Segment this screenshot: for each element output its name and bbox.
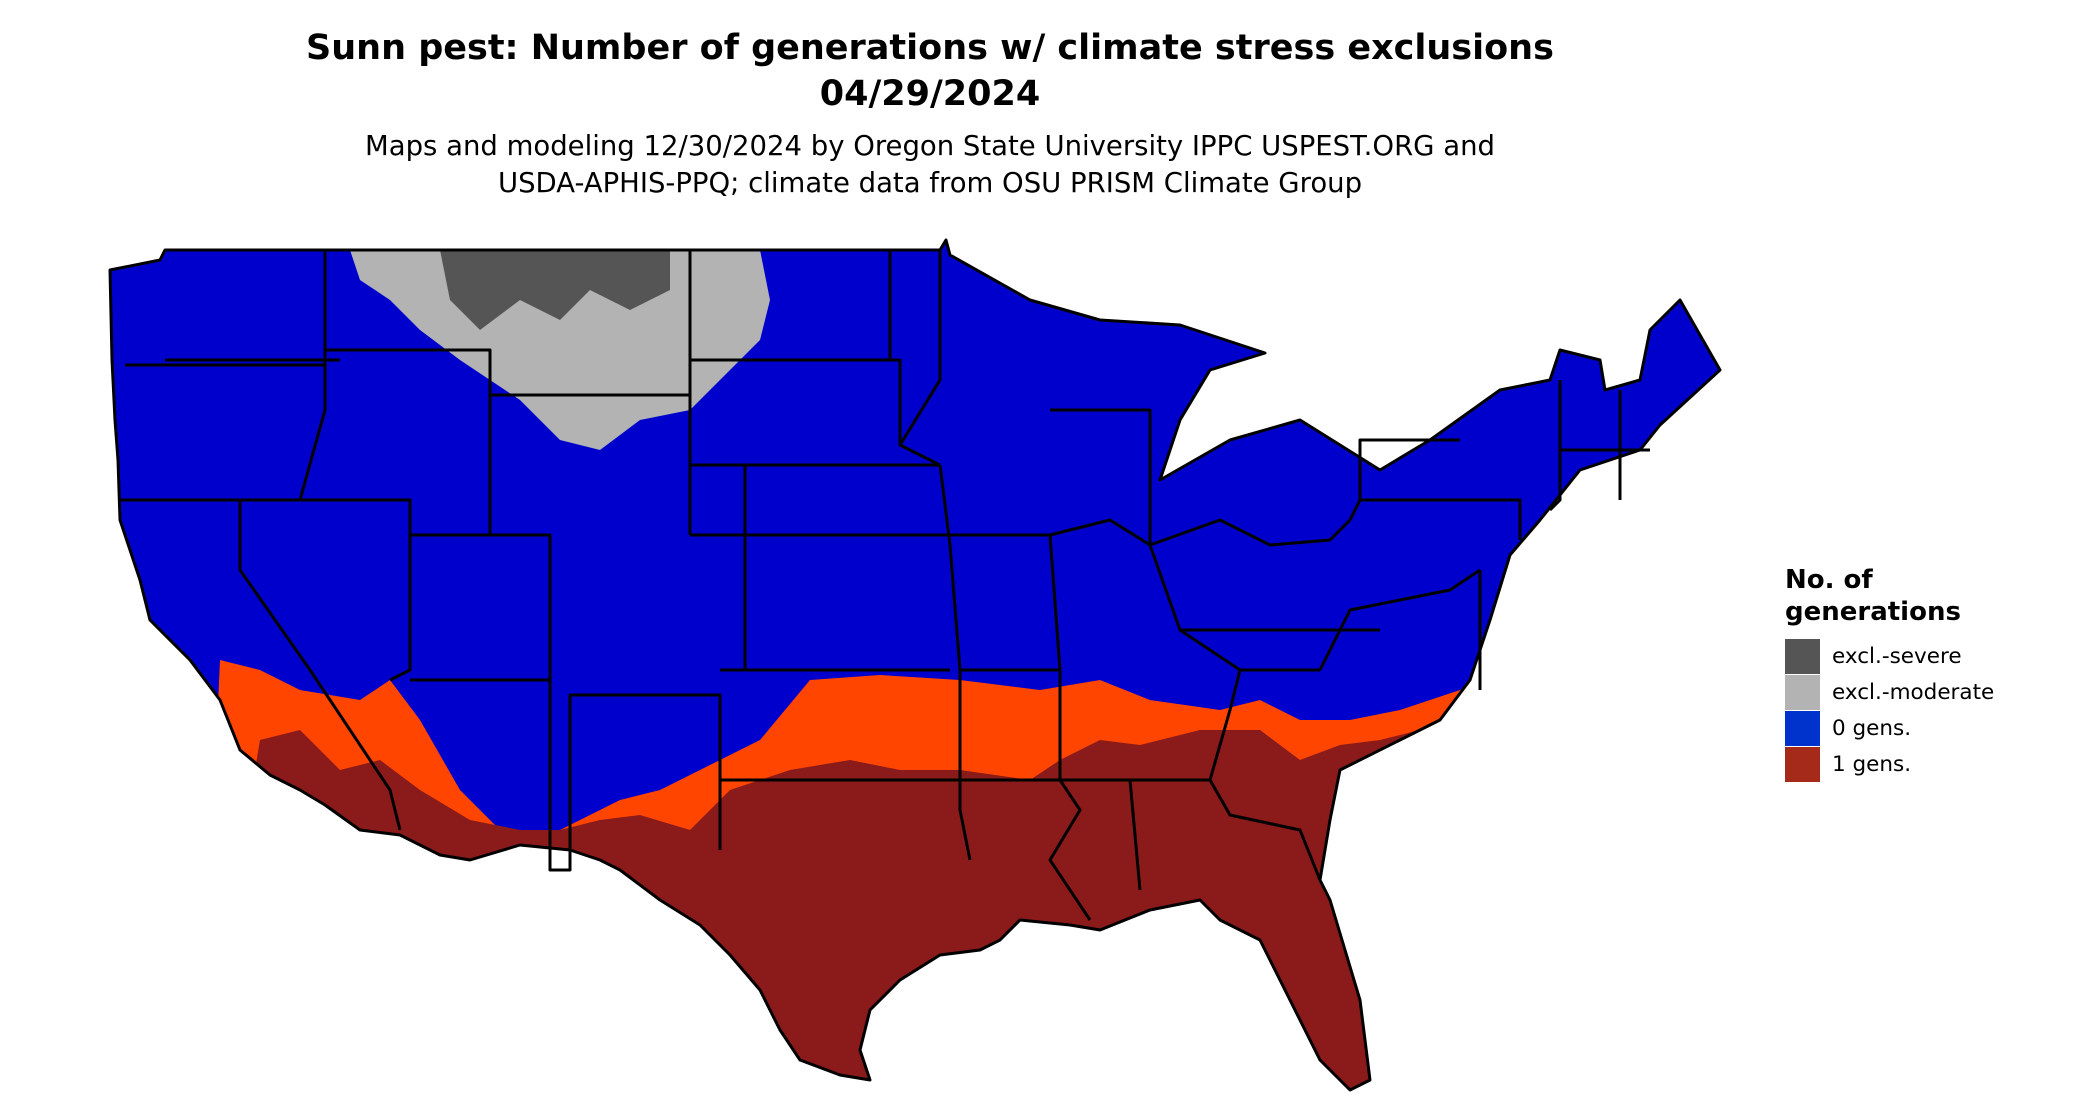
map-title: Sunn pest: Number of generations w/ clim… xyxy=(306,28,1554,68)
legend-item-0-gens: 0 gens. xyxy=(1785,710,2085,746)
legend-swatch-excl-moderate xyxy=(1785,674,1820,710)
legend-label-excl-severe: excl.-severe xyxy=(1832,643,1962,669)
one-gen-zone xyxy=(200,715,1500,1090)
legend-item-1-gens: 1 gens. xyxy=(1785,746,2085,782)
map-date: 04/29/2024 xyxy=(819,74,1041,114)
state-borders xyxy=(108,238,1722,1092)
legend-swatch-excl-severe xyxy=(1785,638,1820,674)
legend-title-line-1: No. of xyxy=(1785,565,1873,595)
credits-line-1: Maps and modeling 12/30/2024 by Oregon S… xyxy=(365,130,1495,162)
excl-severe-zone xyxy=(440,250,670,330)
credits-line-2: USDA-APHIS-PPQ; climate data from OSU PR… xyxy=(497,167,1363,199)
legend-title-line-2: generations xyxy=(1785,597,1961,627)
legend-items: excl.-severe excl.-moderate 0 gens. 1 ge… xyxy=(1785,638,2085,782)
legend-swatch-0-gens xyxy=(1785,710,1820,746)
legend-item-excl-moderate: excl.-moderate xyxy=(1785,674,2085,710)
legend-title: No. of generations xyxy=(1785,564,2085,628)
legend-swatch-1-gens xyxy=(1785,746,1820,782)
legend: No. of generations excl.-severe excl.-mo… xyxy=(1785,564,2085,782)
legend-label-0-gens: 0 gens. xyxy=(1832,715,1912,741)
legend-label-1-gens: 1 gens. xyxy=(1832,751,1912,777)
legend-item-excl-severe: excl.-severe xyxy=(1785,638,2085,674)
legend-label-excl-moderate: excl.-moderate xyxy=(1832,679,1995,705)
